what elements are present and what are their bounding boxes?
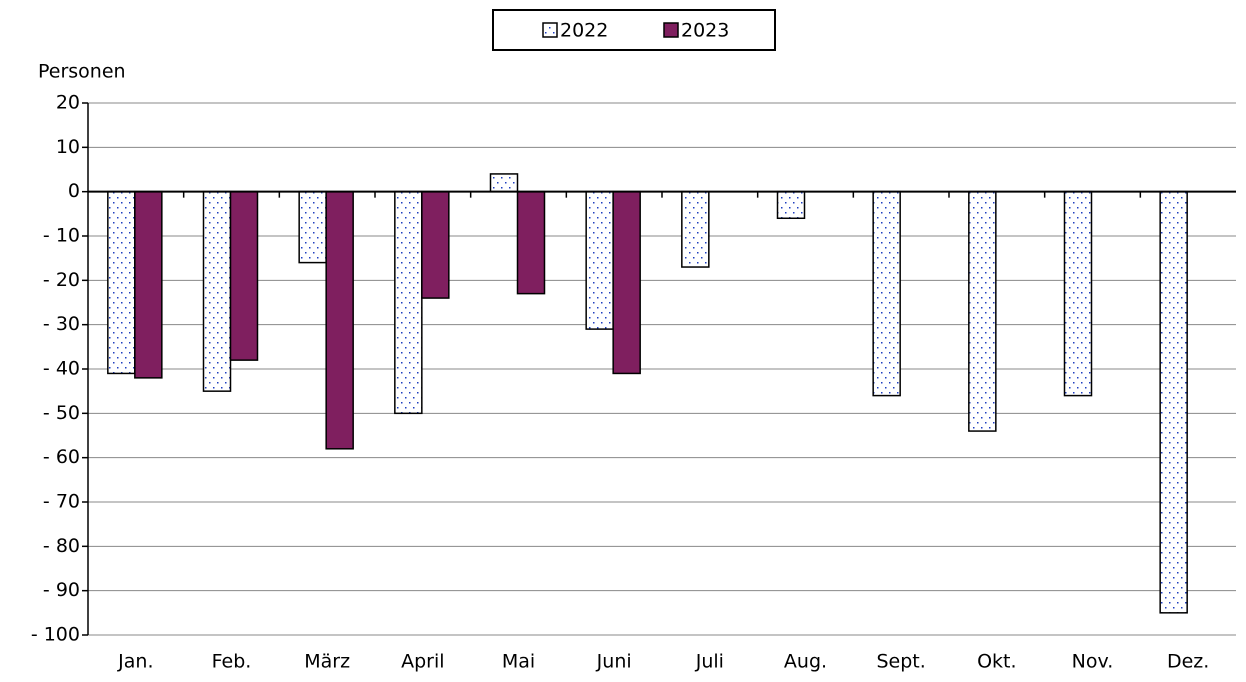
x-tick-label: Dez.	[1167, 651, 1209, 673]
x-tick-label: Jan.	[117, 651, 153, 673]
bar	[394, 190, 423, 415]
y-tick-label: - 10	[43, 225, 80, 247]
y-axis-label: Personen	[38, 61, 126, 83]
bar	[516, 190, 546, 295]
y-tick-label: - 60	[43, 446, 80, 468]
bar	[1159, 190, 1188, 614]
x-tick-label: April	[401, 651, 444, 673]
bar	[968, 190, 997, 432]
bar	[202, 190, 232, 392]
bar	[1063, 190, 1093, 397]
x-tick-label: Okt.	[977, 651, 1016, 673]
bar	[585, 190, 614, 330]
y-tick-label: - 30	[43, 313, 80, 335]
x-tick-label: Sept.	[877, 651, 926, 673]
bar	[134, 190, 163, 379]
bar	[229, 190, 259, 361]
bar	[681, 190, 710, 268]
bar	[107, 190, 136, 375]
x-tick-label: Juni	[596, 651, 632, 673]
legend-box	[492, 9, 776, 51]
x-tick-label: Juli	[695, 651, 724, 673]
y-tick-label: - 80	[43, 535, 80, 557]
legend-label: 2022	[560, 20, 608, 42]
bar	[776, 190, 806, 220]
y-tick-label: - 20	[43, 269, 80, 291]
x-tick-label: Feb.	[212, 651, 252, 673]
y-tick-label: - 90	[43, 579, 80, 601]
bar	[872, 190, 901, 397]
bar	[612, 190, 641, 375]
bar	[298, 190, 327, 264]
bar	[325, 190, 354, 450]
x-tick-label: März	[304, 651, 350, 673]
x-tick-label: Aug.	[784, 651, 827, 673]
y-tick-label: - 50	[43, 402, 80, 424]
legend-swatch	[663, 22, 679, 38]
y-tick-label: 20	[56, 92, 80, 114]
y-tick-label: - 40	[43, 358, 80, 380]
x-tick-label: Nov.	[1072, 651, 1114, 673]
bar	[421, 190, 450, 299]
y-tick-label: - 100	[31, 624, 80, 646]
legend-swatch	[542, 22, 558, 38]
y-tick-label: 10	[56, 136, 80, 158]
bar	[489, 173, 519, 193]
y-tick-label: - 70	[43, 491, 80, 513]
legend-label: 2023	[681, 20, 729, 42]
y-tick-label: 0	[68, 180, 80, 202]
x-tick-label: Mai	[502, 651, 535, 673]
